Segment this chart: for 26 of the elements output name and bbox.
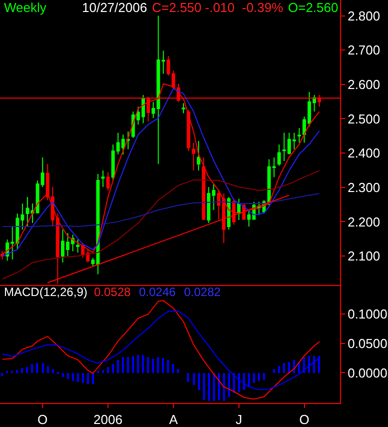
x-tick-label: O — [38, 412, 48, 427]
annotation: 0.0528 — [94, 285, 132, 299]
annotation: O=2.560 — [288, 0, 338, 15]
y-tick-label: 2.300 — [348, 180, 380, 195]
y-tick-label: 2.100 — [348, 248, 380, 264]
y-tick-label: 2.600 — [348, 76, 380, 92]
x-tick-label: J — [236, 412, 242, 427]
annotation: C=2.550 — [152, 0, 202, 15]
y-tick-label: 2.200 — [348, 214, 380, 230]
annotation: 10/27/2006 — [82, 0, 148, 15]
y-tick-label: 2.400 — [348, 146, 380, 161]
x-tick-label: A — [169, 412, 178, 427]
y-tick-label: 0.0000 — [348, 365, 388, 380]
chart-title: MACD(12,26,9) — [4, 285, 88, 299]
y-tick-label: 0.0500 — [348, 336, 388, 351]
annotation: -.010 — [205, 0, 235, 15]
x-tick-label: O — [299, 412, 310, 427]
annotation: 0.0282 — [184, 285, 222, 299]
y-tick-label: 2.700 — [348, 42, 380, 58]
x-tick-label: 2006 — [94, 412, 122, 427]
annotation: 0.0246 — [139, 285, 176, 299]
y-tick-label: 2.800 — [348, 8, 380, 24]
chart-title: Weekly — [4, 0, 47, 15]
y-tick-label: 2.500 — [348, 111, 380, 126]
y-tick-label: 0.1000 — [348, 306, 388, 322]
annotation: -0.39% — [242, 0, 284, 15]
